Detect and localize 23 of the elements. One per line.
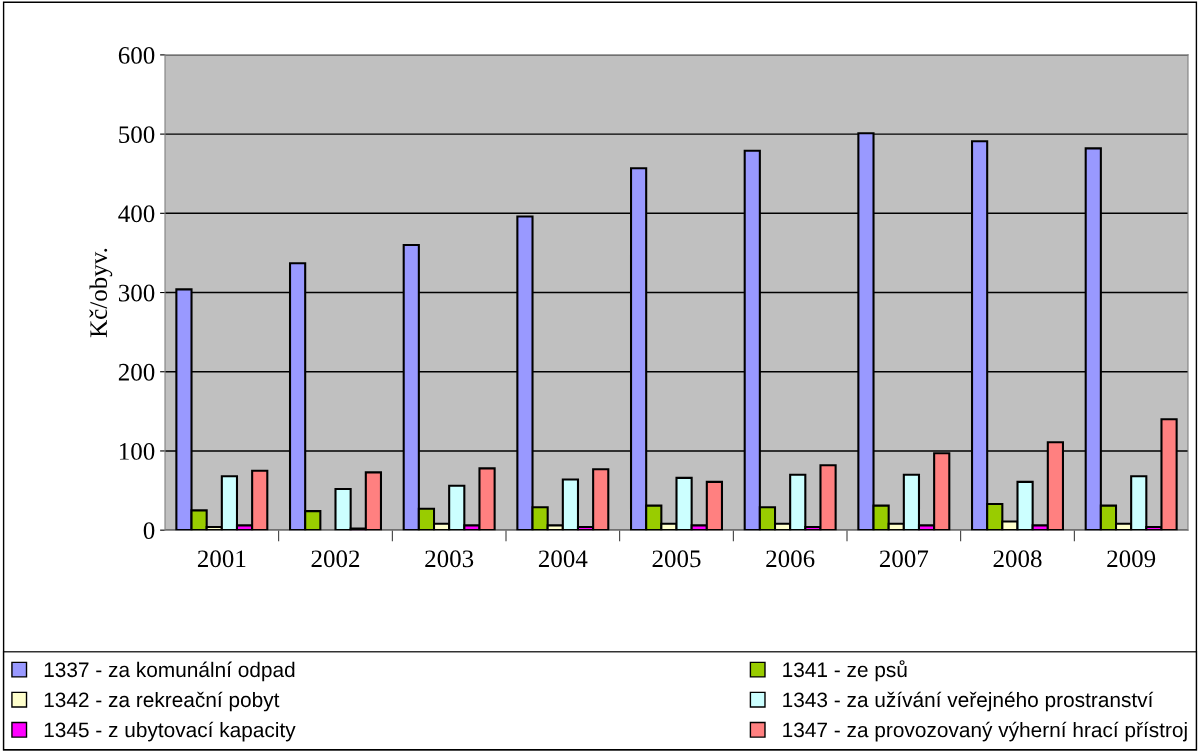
legend-label: 1342 - za rekreační pobyt <box>44 691 280 712</box>
x-tick-label: 2004 <box>538 550 588 568</box>
x-tick-label: 2003 <box>425 550 474 568</box>
y-tick-label: 400 <box>118 205 155 223</box>
legend-label: 1341 - ze psů <box>783 660 907 682</box>
x-tick-label: 2006 <box>766 550 815 568</box>
x-tick-label: 2007 <box>879 550 929 568</box>
legend-label: 1345 - z ubytovací kapacity <box>44 721 296 742</box>
x-tick-label: 2001 <box>197 550 246 568</box>
y-tick-label: 200 <box>118 363 155 381</box>
legend-label: 1337 - za komunální odpad <box>44 661 295 682</box>
x-tick-label: 2008 <box>993 550 1042 568</box>
legend-label: 1343 - za užívání veřejného prostranství <box>783 691 1154 712</box>
y-axis-title: Kč/obyv. <box>89 248 113 338</box>
x-tick-label: 2002 <box>311 550 360 568</box>
x-tick-label: 2005 <box>652 550 701 568</box>
y-tick-label: 0 <box>143 522 155 540</box>
y-tick-label: 100 <box>119 443 155 460</box>
y-tick-label: 600 <box>118 46 155 64</box>
legend-label: 1347 - za provozovaný výherní hrací přístroj <box>783 721 1187 742</box>
y-tick-label: 500 <box>119 126 155 144</box>
x-tick-label: 2009 <box>1107 550 1156 568</box>
y-tick-label: 300 <box>118 284 155 302</box>
